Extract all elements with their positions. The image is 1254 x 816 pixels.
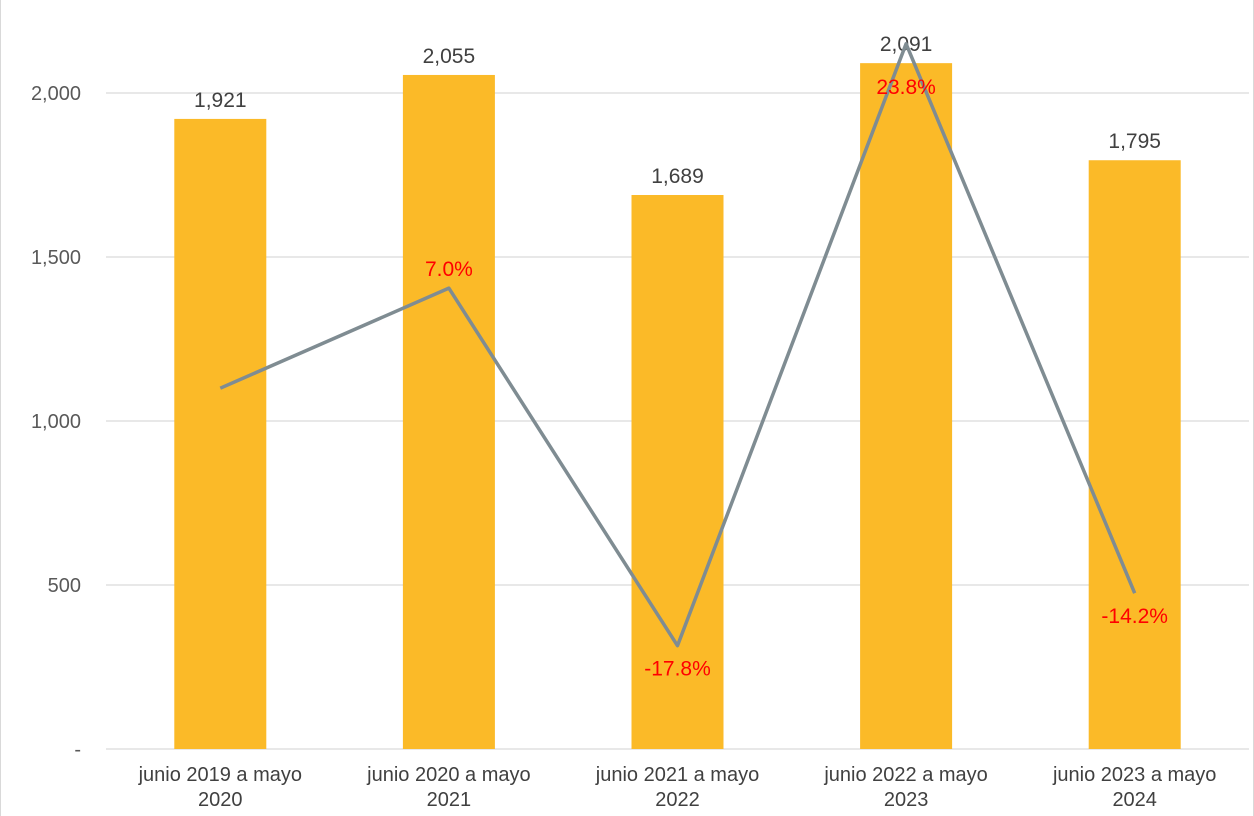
growth-percent-label: -17.8% <box>644 658 711 681</box>
bar <box>1088 160 1181 750</box>
growth-percent-labels: 7.0% -17.8% 23.8% -14.2% <box>425 76 1168 681</box>
y-tick-label: - <box>74 739 81 761</box>
x-category-label: junio 2020 a mayo <box>366 764 530 786</box>
growth-percent-label: 7.0% <box>425 258 473 281</box>
growth-percent-label: 23.8% <box>876 76 936 99</box>
x-category-label: junio 2022 a mayo <box>823 764 987 786</box>
bar-value-label: 1,689 <box>651 165 704 188</box>
x-category-label: 2024 <box>1112 789 1157 811</box>
x-axis-categories: junio 2019 a mayo 2020 junio 2020 a mayo 20… <box>138 764 1217 811</box>
x-category-label: 2022 <box>655 789 700 811</box>
x-category-label: 2021 <box>427 789 472 811</box>
y-tick-label: 2,000 <box>31 83 81 105</box>
bar-value-label: 2,055 <box>423 45 476 68</box>
bars <box>174 63 1181 750</box>
bar-value-label: 1,921 <box>194 89 247 112</box>
x-category-label: 2020 <box>198 789 243 811</box>
x-category-label: 2023 <box>884 789 929 811</box>
x-category-label: junio 2019 a mayo <box>138 764 302 786</box>
bar-value-label: 1,795 <box>1108 130 1161 153</box>
y-tick-label: 1,500 <box>31 247 81 269</box>
x-category-label: junio 2021 a mayo <box>595 764 759 786</box>
y-tick-label: 500 <box>48 575 81 597</box>
bar <box>860 63 953 750</box>
y-tick-label: 1,000 <box>31 411 81 433</box>
x-category-label: junio 2023 a mayo <box>1052 764 1216 786</box>
bar <box>631 195 724 749</box>
bar <box>402 74 495 749</box>
growth-percent-label: -14.2% <box>1101 605 1168 628</box>
growth-line-path <box>219 42 1137 648</box>
y-axis-ticks: - 500 1,000 1,500 2,000 <box>31 83 81 761</box>
bar <box>174 118 267 750</box>
growth-line <box>219 42 1137 648</box>
